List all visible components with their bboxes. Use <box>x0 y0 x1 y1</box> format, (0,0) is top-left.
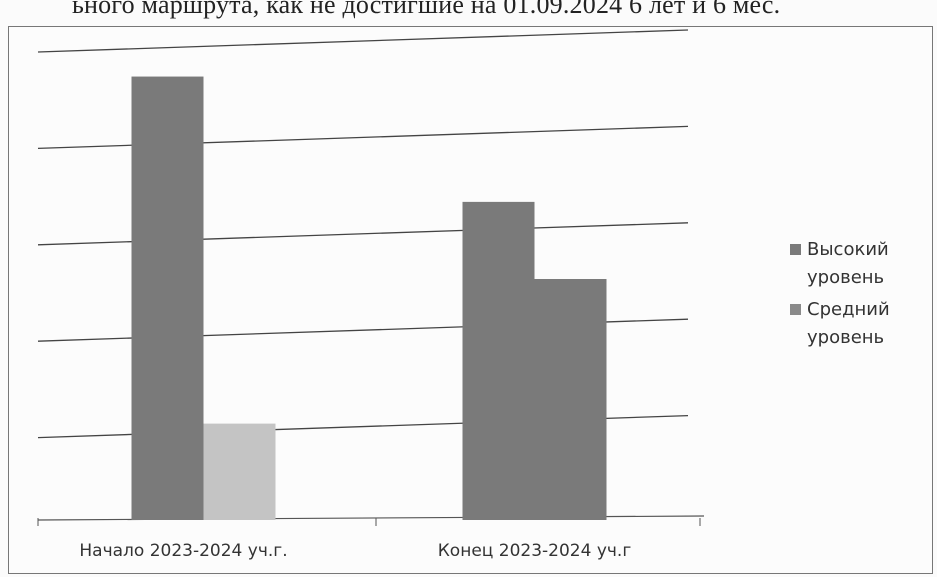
page-caption: ьного маршрута, как не достигшие на 01.0… <box>72 0 781 19</box>
legend-label-high: Высокий уровень <box>807 239 889 288</box>
bar-medium-1 <box>534 279 607 520</box>
bar-high-1 <box>462 201 535 520</box>
x-tick-label-1: Конец 2023-2024 уч.г <box>438 541 632 561</box>
legend-item-high: Высокий уровень <box>790 236 930 292</box>
legend-swatch-high <box>790 244 801 255</box>
chart-legend: Высокий уровень Средний уровень <box>790 236 930 356</box>
bar-high-0 <box>131 76 204 520</box>
legend-swatch-medium <box>790 304 801 315</box>
gridline-50 <box>37 29 689 53</box>
legend-label-medium: Средний уровень <box>807 299 890 348</box>
bar-medium-0 <box>203 423 276 520</box>
legend-item-medium: Средний уровень <box>790 296 930 352</box>
x-tick-label-0: Начало 2023-2024 уч.г. <box>79 541 287 561</box>
